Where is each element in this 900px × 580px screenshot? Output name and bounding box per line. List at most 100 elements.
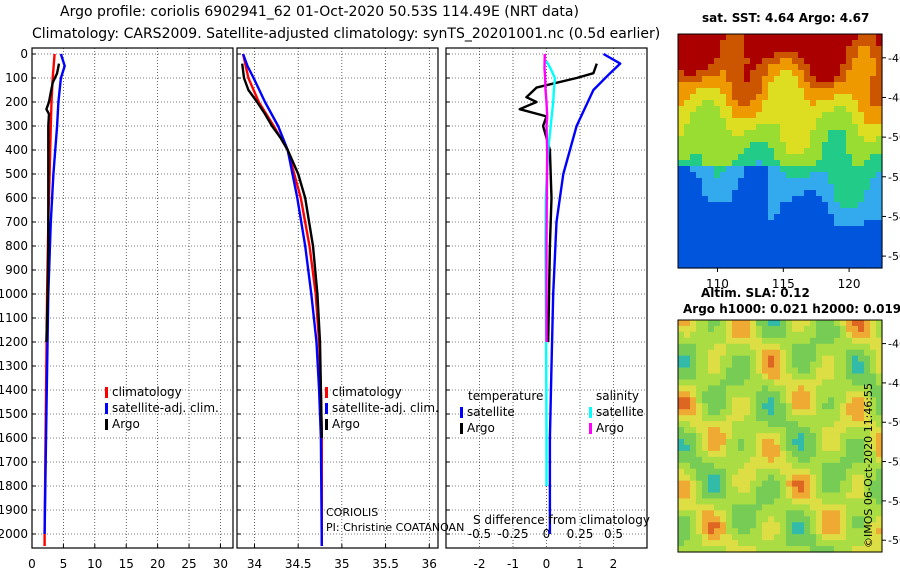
map-cell	[786, 166, 793, 173]
map-cell	[798, 444, 805, 452]
map-cell	[678, 498, 685, 506]
map-cell	[702, 397, 709, 404]
map-cell	[780, 320, 787, 327]
map-cell	[798, 184, 805, 191]
map-cell	[798, 190, 805, 197]
map-cell	[684, 172, 691, 179]
map-cell	[810, 262, 817, 269]
map-cell	[702, 154, 709, 161]
map-cell	[816, 361, 823, 369]
map-cell	[684, 486, 691, 494]
map-cell	[870, 373, 877, 381]
map-cell	[780, 94, 787, 101]
map-cell	[702, 52, 709, 59]
map-cell	[798, 118, 805, 125]
map-cell	[774, 320, 781, 327]
map-cell	[804, 504, 811, 511]
map-cell	[852, 130, 859, 137]
map-cell	[804, 64, 811, 71]
map-cell	[840, 379, 847, 387]
map-cell	[792, 82, 799, 89]
map-cell	[714, 421, 721, 428]
map-cell	[846, 320, 853, 327]
map-cell	[690, 391, 697, 398]
map-cell	[870, 385, 877, 392]
map-cell	[876, 238, 883, 245]
map-tick-label-y: -50	[888, 131, 900, 144]
map-cell	[834, 208, 841, 215]
map-cell	[792, 409, 799, 416]
map-cell	[852, 337, 859, 345]
map-cell	[708, 226, 715, 233]
map-cell	[690, 522, 697, 529]
map-cell	[774, 385, 781, 392]
map-cell	[684, 166, 691, 173]
map-cell	[684, 331, 691, 339]
map-cell	[738, 46, 745, 53]
map-cell	[708, 391, 715, 398]
map-cell	[732, 106, 739, 113]
map-cell	[678, 433, 685, 440]
map-cell	[810, 196, 817, 203]
map-cell	[750, 202, 757, 209]
map-cell	[846, 528, 853, 535]
map-cell	[798, 166, 805, 173]
map-cell	[720, 320, 727, 327]
map-cell	[732, 373, 739, 381]
map-cell	[804, 320, 811, 327]
map-cell	[726, 391, 733, 398]
map-cell	[804, 76, 811, 83]
map-cell	[756, 112, 763, 119]
map-cell	[744, 528, 751, 535]
map-cell	[684, 118, 691, 125]
map-cell	[780, 504, 787, 511]
tick-label-depth: 400	[5, 143, 28, 157]
map-cell	[804, 480, 811, 488]
map-cell	[858, 397, 865, 404]
map-cell	[840, 130, 847, 137]
tick-label-depth: 1200	[0, 335, 28, 349]
map-cell	[798, 546, 805, 553]
map-cell	[720, 226, 727, 233]
map-cell	[858, 124, 865, 131]
map-cell	[750, 444, 757, 452]
series-line	[548, 52, 622, 534]
map-cell	[696, 349, 703, 357]
map-cell	[756, 130, 763, 137]
map-cell	[876, 244, 883, 251]
map-cell	[774, 250, 781, 257]
map-cell	[708, 46, 715, 53]
map-cell	[816, 94, 823, 101]
map-cell	[846, 337, 853, 345]
map-cell	[738, 379, 745, 387]
map-cell	[852, 379, 859, 387]
map-cell	[846, 391, 853, 398]
map-cell	[738, 118, 745, 125]
map-cell	[798, 76, 805, 83]
map-cell	[762, 433, 769, 440]
map-cell	[774, 462, 781, 470]
map-cell	[714, 208, 721, 215]
map-cell	[840, 468, 847, 476]
map-tick-label-y: -46	[888, 52, 900, 65]
map-cell	[786, 94, 793, 101]
map-cell	[732, 325, 739, 333]
map-cell	[864, 256, 871, 263]
map-cell	[834, 379, 841, 387]
map-cell	[708, 238, 715, 245]
map-cell	[780, 256, 787, 263]
map-cell	[852, 202, 859, 209]
map-cell	[762, 232, 769, 239]
map-cell	[768, 178, 775, 185]
map-cell	[858, 232, 865, 239]
map-cell	[876, 427, 883, 434]
map-cell	[804, 58, 811, 65]
map-cell	[726, 88, 733, 95]
map-cell	[762, 178, 769, 185]
map-cell	[756, 403, 763, 410]
map-cell	[852, 256, 859, 263]
map-cell	[762, 220, 769, 227]
map-cell	[858, 480, 865, 488]
map-cell	[798, 397, 805, 404]
map-cell	[762, 504, 769, 511]
